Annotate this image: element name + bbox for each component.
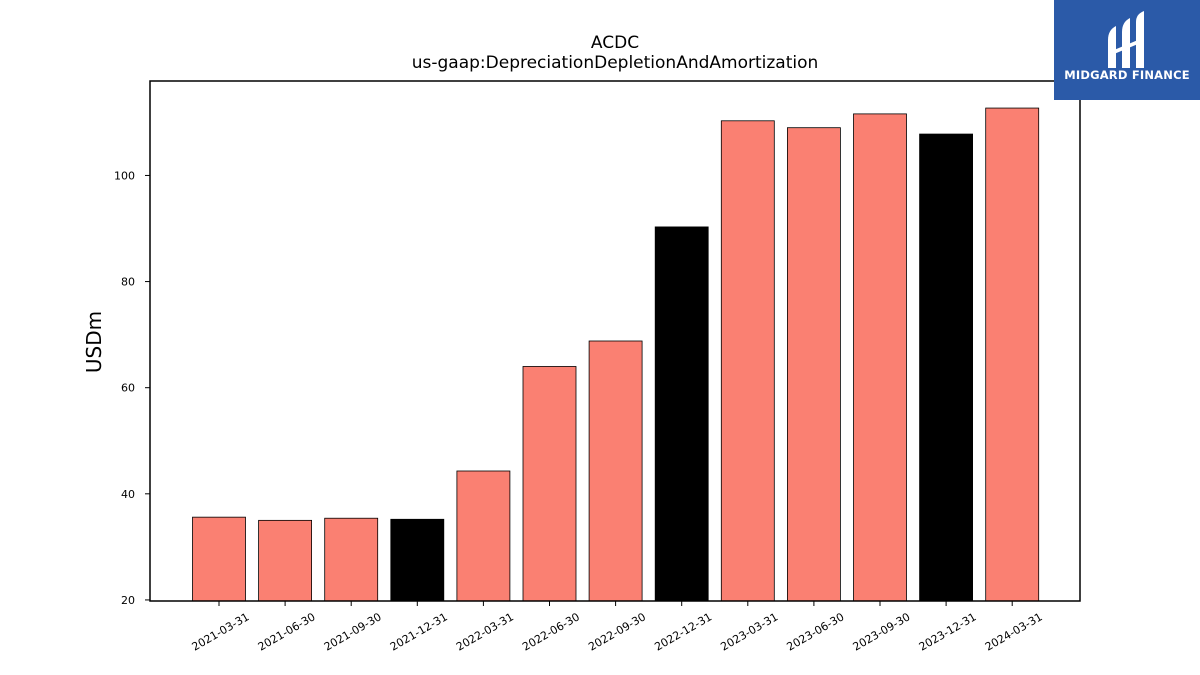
x-tick-label: 2022-12-31 [652,610,714,653]
y-tick-label: 100 [114,169,135,182]
x-tick-label: 2023-09-30 [851,610,913,653]
y-tick-label: 80 [121,276,135,289]
bar-2022-03-31 [456,470,511,602]
bar-2023-06-30 [787,127,841,602]
bar-2024-03-31 [985,107,1040,602]
x-tick-label: 2021-06-30 [256,610,318,653]
chart-title: ACDC [591,33,639,53]
bar-2023-09-30 [853,113,907,602]
y-axis-label: USDm [82,311,106,373]
brand-name: MIDGARD FINANCE [1064,68,1190,82]
x-tick-label: 2022-06-30 [520,610,582,653]
bar-2023-12-31 [919,133,973,602]
bar-2023-03-31 [720,120,775,602]
x-tick-label: 2021-09-30 [322,610,384,653]
bars-group [192,107,1040,602]
x-tick-label: 2021-03-31 [190,610,252,653]
bar-2021-09-30 [324,517,379,602]
brand-logo: MIDGARD FINANCE [1054,0,1200,100]
midgard-logo-icon [1108,11,1144,68]
x-tick-label: 2022-09-30 [586,610,648,653]
bar-2022-09-30 [588,340,643,602]
x-tick-label: 2021-12-31 [388,610,450,653]
bar-2022-06-30 [522,366,577,602]
bar-2021-03-31 [192,516,246,602]
y-axis: 20 40 60 80 100 [114,169,150,607]
x-tick-label: 2024-03-31 [983,610,1045,653]
bar-2022-12-31 [654,226,709,602]
bar-2021-06-30 [258,519,313,602]
x-tick-label: 2023-06-30 [785,610,847,653]
x-tick-label: 2023-03-31 [718,610,780,653]
x-axis: 2021-03-31 2021-06-30 2021-09-30 2021-12-31… [190,601,1045,654]
y-tick-label: 20 [121,594,135,607]
plot-frame [149,80,1081,602]
chart-subtitle: us-gaap:DepreciationDepletionAndAmortiza… [412,53,819,73]
y-tick-label: 60 [121,382,135,395]
x-tick-label: 2023-12-31 [917,610,979,653]
x-tick-label: 2022-03-31 [454,610,516,653]
bar-2021-12-31 [390,518,445,602]
y-tick-label: 40 [121,488,135,501]
